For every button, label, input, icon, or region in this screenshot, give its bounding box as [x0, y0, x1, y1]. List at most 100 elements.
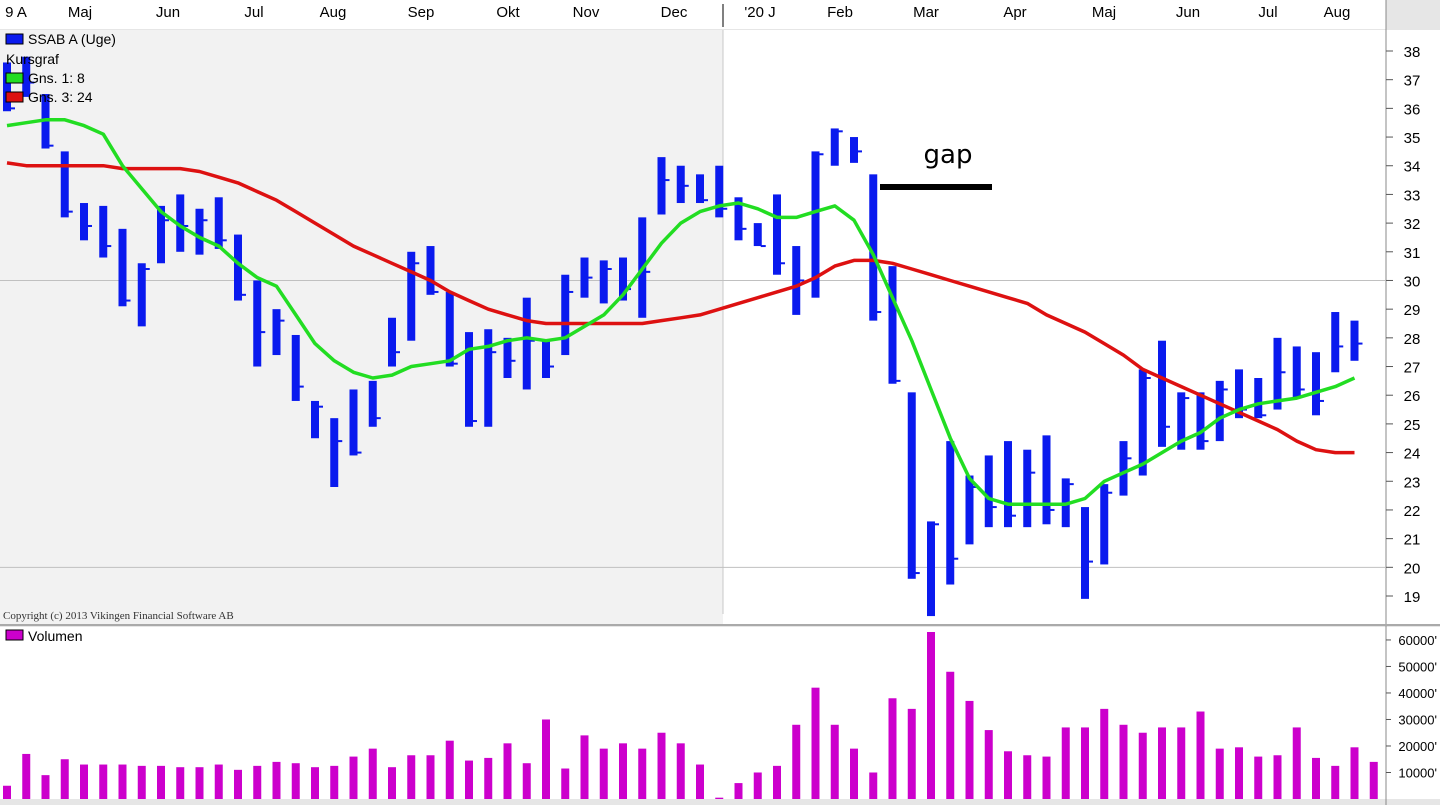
price-bar: [445, 291, 454, 367]
price-bar: [1177, 392, 1186, 450]
volume-bar: [1331, 765, 1340, 799]
close-tick: [683, 184, 689, 187]
volume-bar: [1312, 757, 1320, 799]
price-tick-label: 36: [1404, 101, 1421, 118]
price-bar: [1023, 449, 1032, 528]
close-tick: [1145, 377, 1151, 379]
close-tick: [1068, 483, 1074, 486]
close-tick: [1280, 371, 1286, 374]
volume-bar: [965, 700, 974, 799]
volume-bar: [1081, 727, 1089, 799]
close-tick: [29, 81, 35, 84]
price-tick-label: 38: [1404, 44, 1421, 61]
price-axis-bg: [1386, 30, 1440, 624]
close-tick: [1030, 471, 1036, 474]
month-label: Jun: [1176, 4, 1200, 21]
month-label: Jul: [244, 4, 263, 21]
close-tick: [221, 239, 227, 242]
close-tick: [375, 417, 381, 420]
close-tick: [953, 557, 959, 560]
volume-bar: [830, 724, 839, 799]
volume-bar: [561, 768, 570, 799]
volume-bar: [1235, 747, 1243, 799]
volume-bar: [60, 759, 69, 799]
volume-bar: [792, 724, 801, 799]
close-tick: [491, 351, 497, 354]
volume-bar: [811, 687, 820, 799]
volume-tick-label: 60000': [1398, 633, 1437, 648]
price-tick-label: 26: [1404, 388, 1421, 405]
volume-bar: [638, 748, 647, 799]
volume-bar: [888, 698, 897, 799]
volume-axis: 10000' 20000' 30000' 40000' 50000' 60000': [1386, 633, 1437, 780]
volume-bar: [118, 764, 127, 799]
volume-bar: [1369, 761, 1378, 799]
price-bar: [1100, 484, 1109, 565]
price-bar: [599, 260, 608, 304]
legend-swatch-volume: [5, 629, 24, 641]
volume-bar: [907, 708, 916, 799]
price-bar: [580, 257, 589, 298]
volume-bar: [1273, 755, 1282, 799]
volume-bar: [1138, 732, 1147, 799]
legend-ssab: SSAB A (Uge): [28, 31, 116, 47]
price-tick-label: 32: [1404, 216, 1421, 233]
close-tick: [1088, 560, 1093, 563]
price-bar: [176, 194, 185, 252]
close-tick: [1203, 440, 1209, 443]
price-panel-shaded: [0, 30, 723, 624]
close-tick: [510, 359, 516, 362]
price-tick-label: 20: [1404, 560, 1421, 577]
price-bar: [330, 418, 339, 487]
price-bar: [907, 392, 916, 579]
close-tick: [934, 523, 939, 526]
price-bar: [676, 165, 685, 204]
volume-bar: [1350, 747, 1359, 799]
price-bar: [1235, 369, 1243, 419]
legend-swatch-ma8: [5, 72, 24, 84]
close-tick: [48, 144, 54, 147]
price-bar: [118, 228, 127, 307]
legend-kursgraf: Kursgraf: [6, 51, 59, 67]
price-bar: [484, 329, 493, 427]
price-bar: [388, 317, 396, 367]
close-tick: [318, 405, 323, 408]
price-bar: [1138, 369, 1147, 476]
month-label: Jul: [1258, 4, 1277, 21]
price-tick-label: 29: [1404, 302, 1421, 319]
price-bar: [1158, 340, 1166, 447]
price-bar: [1312, 352, 1320, 416]
price-tick-label: 28: [1404, 331, 1421, 348]
close-tick: [395, 351, 400, 354]
volume-bar: [349, 756, 358, 799]
close-tick: [895, 379, 901, 382]
close-tick: [741, 227, 747, 230]
volume-bar: [946, 671, 955, 799]
volume-tick-label: 50000': [1398, 659, 1437, 674]
close-tick: [991, 506, 997, 509]
price-axis: 19 20 21 22 23 24 25 26 27 28 29 30 31 32 33 34 35 36 37 38: [1386, 44, 1420, 606]
close-tick: [1319, 399, 1324, 402]
price-bar: [1119, 441, 1128, 496]
close-tick: [972, 486, 978, 488]
close-tick: [241, 293, 246, 296]
price-bar: [811, 151, 820, 298]
price-bar: [1196, 392, 1205, 450]
month-label: Nov: [573, 4, 600, 21]
price-bar: [888, 266, 897, 384]
price-bar: [946, 441, 955, 585]
close-tick: [760, 245, 766, 248]
ohlc-series: [3, 56, 1363, 617]
price-tick-label: 25: [1404, 417, 1421, 434]
volume-bar: [522, 763, 531, 799]
close-tick: [337, 440, 343, 443]
volume-bar: [80, 764, 88, 799]
price-bar: [157, 205, 165, 264]
close-tick: [568, 290, 574, 293]
volume-bar: [99, 764, 108, 799]
price-bar: [869, 174, 878, 321]
close-tick: [1126, 457, 1132, 460]
volume-bar: [1177, 727, 1186, 799]
volume-bar: [1023, 755, 1032, 799]
close-tick: [433, 290, 439, 293]
